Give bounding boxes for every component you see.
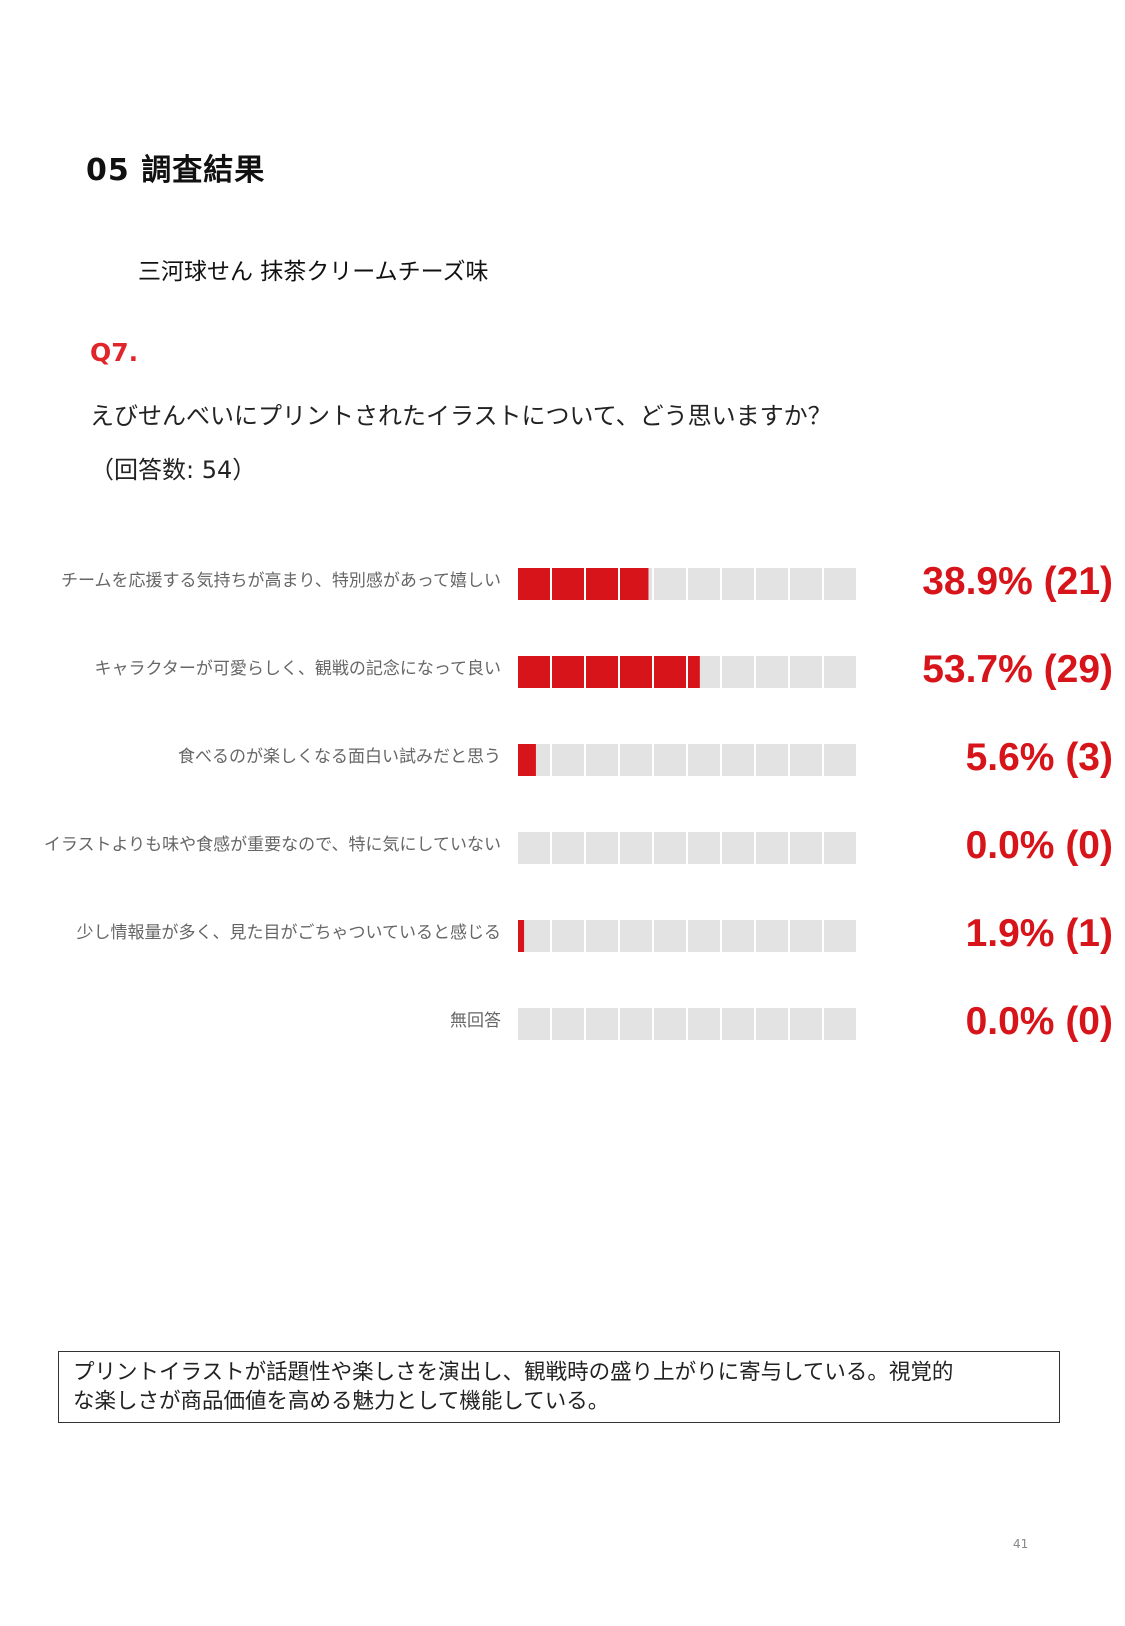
bar-segment-filled (518, 568, 550, 600)
bar-segment-empty (722, 568, 754, 600)
summary-line-2: な楽しさが商品価値を高める魅力として機能している。 (73, 1389, 610, 1414)
bar-segment-empty (824, 832, 856, 864)
segmented-bar (518, 1008, 865, 1040)
bar-segment-empty (790, 568, 822, 600)
segmented-bar (518, 920, 865, 952)
chart-row: キャラクターが可愛らしく、観戦の記念になって良い 53.7% (29) (0, 648, 1125, 691)
bar-segment-empty (620, 920, 652, 952)
bar-segment-filled (518, 656, 550, 688)
segmented-bar (518, 744, 865, 776)
response-count: （回答数: 54） (90, 456, 257, 484)
chart-row: チームを応援する気持ちが高まり、特別感があって嬉しい 38.9% (21) (0, 560, 1125, 603)
bar-segment-empty (688, 832, 720, 864)
bar-segment-filled (586, 656, 618, 688)
bar-segment-empty (552, 1008, 584, 1040)
page-number: 41 (1013, 1537, 1029, 1551)
bar-segment-empty (654, 832, 686, 864)
value-label: 1.9% (1) (965, 912, 1113, 955)
bar-segment-empty (620, 1008, 652, 1040)
bar-segment-empty (654, 1008, 686, 1040)
bar-segment-filled (518, 744, 536, 776)
value-label: 0.0% (0) (965, 1000, 1113, 1043)
bar-segment-empty (790, 920, 822, 952)
bar-segment-filled (620, 656, 652, 688)
bar-segment-empty (586, 744, 618, 776)
bar-svg (518, 920, 856, 952)
bar-segment-empty (552, 744, 584, 776)
product-name: 三河球せん 抹茶クリームチーズ味 (138, 259, 489, 285)
segmented-bar (518, 832, 865, 864)
bar-segment-empty (552, 832, 584, 864)
bar-segment-empty (688, 744, 720, 776)
bar-segment-empty (688, 1008, 720, 1040)
bar-segment-empty (790, 744, 822, 776)
bar-segment-empty (586, 920, 618, 952)
bar-svg (518, 744, 856, 776)
bar-segment-empty (654, 920, 686, 952)
section-title: 05 調査結果 (86, 153, 266, 188)
category-label: 食べるのが楽しくなる面白い試みだと思う (178, 747, 501, 767)
bar-segment-empty (586, 1008, 618, 1040)
bar-segment-empty (688, 920, 720, 952)
chart-row: 少し情報量が多く、見た目がごちゃついていると感じる 1.9% (1) (0, 912, 1125, 955)
question-text: えびせんべいにプリントされたイラストについて、どう思いますか？ (90, 402, 832, 430)
bar-segment-empty (722, 1008, 754, 1040)
value-label: 5.6% (3) (965, 736, 1113, 779)
bar-segment-empty (722, 744, 754, 776)
bar-segment-empty (722, 656, 754, 688)
segmented-bar (518, 656, 865, 688)
bar-segment-filled (688, 656, 700, 688)
bar-segment-empty (688, 568, 720, 600)
bar-svg (518, 1008, 856, 1040)
segmented-bar (518, 568, 865, 600)
bar-segment-empty (518, 832, 550, 864)
bar-segment-empty (518, 1008, 550, 1040)
bar-segment-filled (654, 656, 686, 688)
category-label: イラストよりも味や食感が重要なので、特に気にしていない (43, 835, 501, 855)
bar-segment-empty (790, 832, 822, 864)
category-label: 少し情報量が多く、見た目がごちゃついていると感じる (76, 923, 502, 943)
bar-segment-empty (586, 832, 618, 864)
summary-line-1: プリントイラストが話題性や楽しさを演出し、観戦時の盛り上がりに寄与している。視覚… (73, 1360, 954, 1385)
summary-box: プリントイラストが話題性や楽しさを演出し、観戦時の盛り上がりに寄与している。視覚… (58, 1351, 1060, 1423)
question-number: Q7. (90, 338, 139, 367)
category-label: チームを応援する気持ちが高まり、特別感があって嬉しい (61, 571, 501, 591)
chart-row: イラストよりも味や食感が重要なので、特に気にしていない 0.0% (0) (0, 824, 1125, 867)
bar-svg (518, 656, 856, 688)
bar-segment-empty (756, 832, 788, 864)
bar-segment-empty (824, 656, 856, 688)
bar-segment-empty (756, 568, 788, 600)
bar-segment-empty (620, 744, 652, 776)
bar-segment-filled (518, 920, 525, 952)
category-label: キャラクターが可愛らしく、観戦の記念になって良い (94, 659, 501, 679)
value-label: 53.7% (29) (922, 648, 1113, 691)
bar-segment-empty (756, 656, 788, 688)
chart-row: 無回答 0.0% (0) (0, 1000, 1125, 1043)
value-label: 38.9% (21) (922, 560, 1113, 603)
bar-segment-empty (756, 1008, 788, 1040)
bar-svg (518, 568, 856, 600)
bar-segment-filled (620, 568, 649, 600)
category-label: 無回答 (450, 1011, 501, 1031)
bar-segment-empty (824, 744, 856, 776)
bar-segment-filled (586, 568, 618, 600)
bar-segment-empty (722, 832, 754, 864)
bar-segment-empty (790, 656, 822, 688)
bar-segment-empty (824, 568, 856, 600)
bar-segment-empty (756, 920, 788, 952)
bar-segment-empty (620, 832, 652, 864)
bar-segment-empty (756, 744, 788, 776)
bar-segment-empty (790, 1008, 822, 1040)
chart-row: 食べるのが楽しくなる面白い試みだと思う 5.6% (3) (0, 736, 1125, 779)
bar-segment-empty (824, 1008, 856, 1040)
bar-segment-empty (654, 568, 686, 600)
bar-segment-empty (552, 920, 584, 952)
bar-segment-filled (552, 656, 584, 688)
value-label: 0.0% (0) (965, 824, 1113, 867)
bar-segment-filled (552, 568, 584, 600)
bar-svg (518, 832, 856, 864)
bar-segment-empty (654, 744, 686, 776)
bar-segment-empty (824, 920, 856, 952)
bar-segment-empty (722, 920, 754, 952)
